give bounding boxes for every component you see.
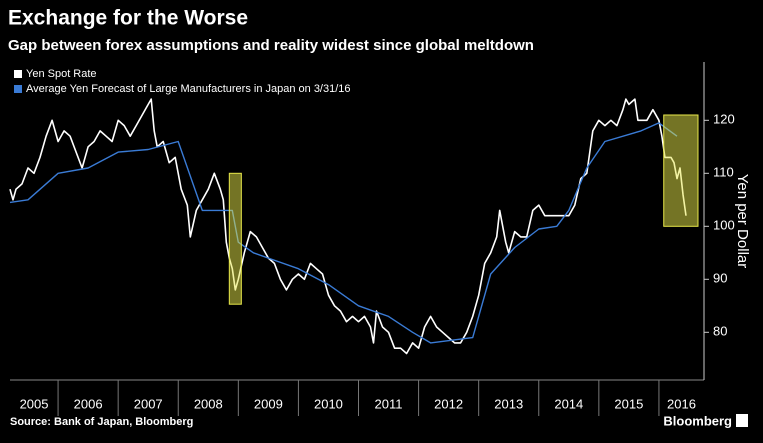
legend-label: Average Yen Forecast of Large Manufactur…	[26, 83, 351, 95]
x-tick-label: 2005	[20, 396, 49, 411]
y-tick-label: 110	[713, 165, 734, 180]
x-tick-label: 2012	[434, 396, 463, 411]
chart-subtitle: Gap between forex assumptions and realit…	[8, 37, 534, 54]
x-tick-label: 2008	[194, 396, 223, 411]
y-axis-label: Yen per Dollar	[734, 174, 751, 269]
y-tick-label: 100	[713, 218, 735, 233]
x-tick-label: 2015	[614, 396, 643, 411]
legend-swatch	[14, 85, 22, 93]
series-line	[9, 98, 687, 355]
legend-label: Yen Spot Rate	[26, 68, 97, 80]
x-tick-label: 2011	[375, 396, 403, 411]
series-line	[9, 122, 678, 344]
chart-title: Exchange for the Worse	[8, 7, 248, 30]
brand-icon	[736, 414, 748, 427]
source: Source: Bank of Japan, Bloomberg	[10, 416, 193, 428]
x-tick-label: 2014	[554, 396, 583, 411]
x-tick-label: 2016	[667, 396, 696, 411]
highlight-box	[663, 114, 699, 227]
highlight-box	[228, 172, 242, 305]
x-tick-label: 2010	[314, 396, 343, 411]
brand: Bloomberg	[663, 413, 732, 428]
y-tick-label: 80	[713, 324, 727, 339]
y-tick-label: 90	[713, 271, 727, 286]
legend-swatch	[14, 70, 22, 78]
x-tick-label: 2006	[74, 396, 103, 411]
x-tick-label: 2007	[134, 396, 163, 411]
x-tick-label: 2013	[494, 396, 523, 411]
y-tick-label: 120	[713, 112, 735, 127]
x-tick-label: 2009	[254, 396, 283, 411]
